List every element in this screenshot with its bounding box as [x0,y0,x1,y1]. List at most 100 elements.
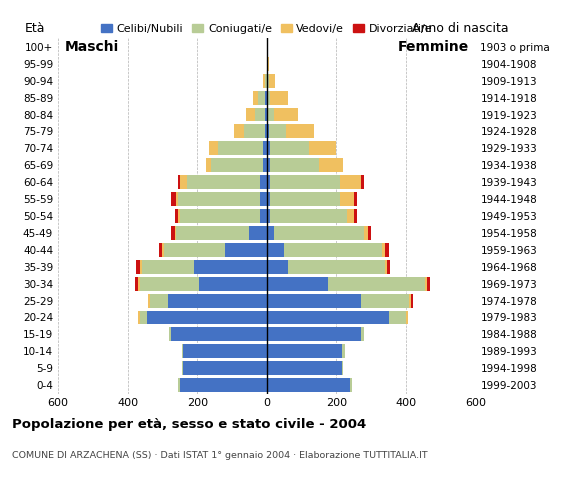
Bar [328,277,425,290]
Bar [270,158,319,172]
Bar [270,175,340,189]
Bar [361,294,409,308]
Bar [249,226,267,240]
Bar [199,277,267,290]
Bar [260,209,267,223]
Bar [267,243,284,257]
Bar [267,57,269,71]
Bar [175,209,178,223]
Bar [425,277,427,290]
Bar [178,192,260,206]
Bar [142,260,194,274]
Bar [387,260,390,274]
Bar [267,294,361,308]
Bar [169,327,171,341]
Bar [187,175,260,189]
Bar [176,192,178,206]
Bar [147,311,267,324]
Bar [270,192,340,206]
Bar [274,226,364,240]
Bar [340,175,361,189]
Bar [162,243,164,257]
Bar [260,175,267,189]
Bar [180,175,187,189]
Bar [180,378,267,392]
Bar [286,124,314,138]
Bar [385,243,389,257]
Bar [274,108,298,121]
Bar [218,142,263,155]
Bar [183,344,267,358]
Bar [263,142,267,155]
Bar [267,277,328,290]
Bar [364,226,368,240]
Bar [265,74,267,88]
Bar [267,311,389,324]
Bar [265,108,267,121]
Bar [168,294,267,308]
Bar [182,344,183,358]
Bar [267,209,270,223]
Bar [342,344,345,358]
Bar [368,226,371,240]
Text: Popolazione per età, sesso e stato civile - 2004: Popolazione per età, sesso e stato civil… [12,418,366,431]
Bar [182,361,183,375]
Bar [267,175,270,189]
Bar [354,192,357,206]
Bar [258,91,265,105]
Bar [427,277,430,290]
Bar [340,192,354,206]
Bar [270,142,309,155]
Bar [267,378,350,392]
Bar [150,294,168,308]
Bar [409,294,411,308]
Text: COMUNE DI ARZACHENA (SS) · Dati ISTAT 1° gennaio 2004 · Elaborazione TUTTITALIA.: COMUNE DI ARZACHENA (SS) · Dati ISTAT 1°… [12,451,427,460]
Bar [347,209,354,223]
Bar [361,175,364,189]
Bar [267,192,270,206]
Bar [267,361,342,375]
Bar [164,243,225,257]
Bar [267,260,288,274]
Bar [389,311,406,324]
Bar [342,361,343,375]
Bar [267,74,269,88]
Bar [260,192,267,206]
Bar [136,260,140,274]
Text: Anno di nascita: Anno di nascita [412,22,509,35]
Bar [267,142,270,155]
Text: Maschi: Maschi [65,40,119,54]
Bar [178,378,180,392]
Bar [171,226,175,240]
Bar [411,294,413,308]
Bar [382,243,385,257]
Bar [263,158,267,172]
Bar [284,243,382,257]
Bar [178,175,180,189]
Bar [171,192,176,206]
Bar [267,344,342,358]
Bar [176,226,249,240]
Bar [246,108,255,121]
Bar [265,124,267,138]
Bar [148,294,150,308]
Text: Femmine: Femmine [397,40,469,54]
Bar [135,277,138,290]
Bar [138,277,140,290]
Bar [206,158,211,172]
Bar [269,74,276,88]
Bar [225,243,267,257]
Bar [288,260,385,274]
Bar [265,91,267,105]
Bar [267,226,274,240]
Bar [159,243,162,257]
Bar [267,91,270,105]
Bar [270,91,288,105]
Bar [140,260,142,274]
Bar [178,209,180,223]
Bar [171,327,267,341]
Bar [255,108,265,121]
Bar [140,311,147,324]
Bar [267,124,269,138]
Bar [138,311,140,324]
